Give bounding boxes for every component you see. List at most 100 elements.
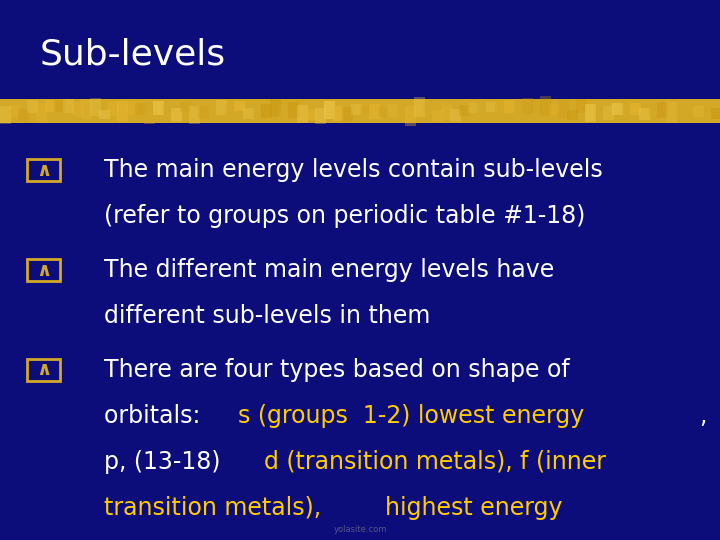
Bar <box>405 105 416 126</box>
Bar <box>162 105 173 120</box>
Bar <box>297 105 308 123</box>
Text: ∧: ∧ <box>36 160 51 180</box>
Text: ∧: ∧ <box>36 360 51 380</box>
Bar <box>441 103 452 120</box>
Bar <box>369 104 380 119</box>
Bar <box>45 100 56 112</box>
Bar <box>189 106 200 124</box>
Bar <box>333 106 344 121</box>
Bar <box>18 110 29 122</box>
Bar <box>684 100 695 113</box>
Bar <box>279 107 289 121</box>
Bar <box>540 96 551 116</box>
Text: highest energy: highest energy <box>384 496 562 519</box>
Bar <box>63 99 73 113</box>
Bar <box>639 108 649 120</box>
Bar <box>531 100 541 113</box>
Bar <box>99 110 110 119</box>
Bar <box>477 102 488 122</box>
Text: ,: , <box>685 404 708 428</box>
Bar <box>558 100 569 118</box>
Bar <box>360 105 371 116</box>
Bar <box>27 100 37 113</box>
Bar <box>288 102 299 118</box>
Text: s (groups  1-2) lowest energy: s (groups 1-2) lowest energy <box>238 404 585 428</box>
Bar <box>666 102 677 123</box>
Bar <box>144 106 155 124</box>
Bar <box>378 107 389 117</box>
Bar <box>315 107 325 124</box>
Bar <box>135 103 145 115</box>
Bar <box>126 102 137 115</box>
Bar <box>153 101 163 116</box>
Text: different sub-levels in them: different sub-levels in them <box>104 304 431 328</box>
Bar <box>0 99 720 123</box>
Bar <box>594 105 605 123</box>
Bar <box>387 104 397 117</box>
Text: The main energy levels contain sub-levels: The main energy levels contain sub-level… <box>104 158 603 182</box>
Bar <box>225 105 236 116</box>
Bar <box>207 100 217 112</box>
Bar <box>486 102 497 112</box>
Bar <box>567 110 577 120</box>
Bar <box>234 102 245 111</box>
Text: d (transition metals), f (inner: d (transition metals), f (inner <box>264 450 606 474</box>
Bar <box>54 100 65 112</box>
Bar <box>459 105 469 116</box>
Bar <box>72 102 83 116</box>
Bar <box>0 106 11 124</box>
Bar <box>81 99 92 119</box>
Bar <box>576 99 587 113</box>
Text: yolasite.com: yolasite.com <box>333 524 387 534</box>
Bar <box>261 104 272 118</box>
Bar <box>432 110 443 122</box>
Bar <box>495 102 505 113</box>
Bar <box>396 109 407 121</box>
Bar <box>423 102 433 114</box>
Bar <box>342 107 353 121</box>
Text: There are four types based on shape of: There are four types based on shape of <box>104 358 570 382</box>
Bar <box>324 102 335 119</box>
Bar <box>621 104 632 114</box>
Bar <box>117 102 128 122</box>
Bar <box>648 104 659 116</box>
Bar <box>243 108 254 119</box>
Bar <box>612 104 623 115</box>
Bar <box>522 98 533 114</box>
Bar <box>351 104 361 115</box>
Bar <box>693 106 703 117</box>
FancyBboxPatch shape <box>27 359 60 381</box>
Text: transition metals),: transition metals), <box>104 496 322 519</box>
Bar <box>9 105 19 117</box>
FancyBboxPatch shape <box>27 259 60 281</box>
Bar <box>108 103 119 116</box>
Bar <box>450 109 461 122</box>
Bar <box>306 109 317 120</box>
Text: p, (13-18): p, (13-18) <box>104 450 228 474</box>
Bar <box>171 107 181 122</box>
Bar <box>549 104 560 114</box>
Bar <box>216 100 227 115</box>
Bar <box>414 97 425 117</box>
Text: orbitals:: orbitals: <box>104 404 208 428</box>
FancyBboxPatch shape <box>27 159 60 181</box>
Text: Sub-levels: Sub-levels <box>40 38 226 72</box>
Bar <box>603 106 613 120</box>
Text: ∧: ∧ <box>36 260 51 280</box>
Bar <box>36 103 47 123</box>
Text: (refer to groups on periodic table #1-18): (refer to groups on periodic table #1-18… <box>104 204 586 228</box>
Bar <box>504 99 515 113</box>
Bar <box>675 107 685 117</box>
Bar <box>252 106 263 123</box>
Bar <box>513 103 523 118</box>
Bar <box>702 99 713 112</box>
Bar <box>468 103 479 113</box>
Bar <box>585 104 596 122</box>
Bar <box>180 102 191 112</box>
Bar <box>270 99 281 117</box>
Bar <box>711 108 720 119</box>
Bar <box>198 106 209 119</box>
Bar <box>657 102 668 118</box>
Bar <box>630 103 641 115</box>
Bar <box>90 98 101 116</box>
